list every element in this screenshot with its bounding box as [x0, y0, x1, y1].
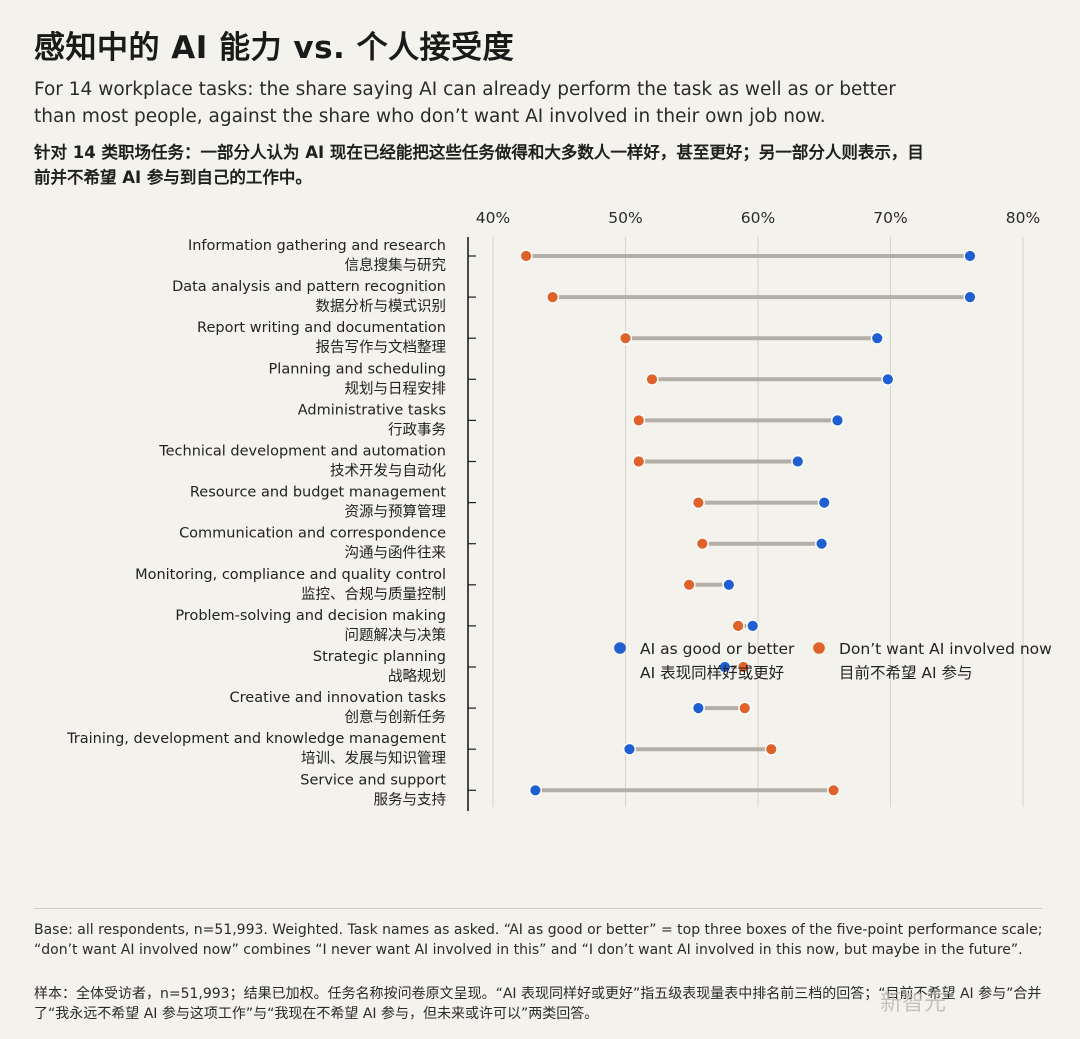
subtitle-chinese: 针对 14 类职场任务：一部分人认为 AI 现在已经能把这些任务做得和大多数人一…	[34, 143, 924, 187]
ai-as-good-dot	[718, 660, 732, 674]
dont-want-dot	[731, 619, 745, 633]
category-label-en: Service and support	[300, 772, 446, 788]
footer-divider	[34, 908, 1042, 909]
category-label-en: Problem-solving and decision making	[175, 608, 446, 624]
x-tick-label: 70%	[873, 209, 907, 227]
ai-as-good-dot	[817, 496, 831, 510]
category-label-en: Information gathering and research	[188, 238, 446, 254]
category-label-zh: 技术开发与自动化	[330, 463, 446, 480]
dont-want-dot	[619, 331, 633, 345]
legend-label-zh-ai_as_good: AI 表现同样好或更好	[640, 664, 784, 682]
dont-want-dot	[682, 578, 696, 592]
subtitle-english: For 14 workplace tasks: the share saying…	[34, 79, 896, 127]
ai-as-good-dot	[691, 701, 705, 715]
ai-as-good-dot	[791, 455, 805, 469]
legend-label-en-dont_want: Don’t want AI involved now	[839, 640, 1052, 658]
category-label-zh: 创意与创新任务	[345, 708, 447, 726]
category-label-zh: 沟通与函件往来	[345, 545, 447, 562]
category-label-en: Training, development and knowledge mana…	[66, 731, 446, 747]
category-label-en: Resource and budget management	[190, 485, 446, 501]
ai-as-good-dot	[622, 742, 636, 756]
category-label-en: Data analysis and pattern recognition	[172, 279, 446, 295]
dont-want-dot	[827, 783, 841, 797]
dont-want-dot	[632, 413, 646, 427]
category-label-en: Planning and scheduling	[269, 361, 446, 377]
category-label-en: Creative and innovation tasks	[230, 690, 447, 706]
legend-dot-dont_want	[813, 642, 825, 654]
legend-label-zh-dont_want: 目前不希望 AI 参与	[839, 664, 973, 682]
category-label-zh: 信息搜集与研究	[345, 257, 447, 274]
dont-want-dot	[519, 249, 533, 263]
x-axis-ticks: 40% 50% 60% 70% 80%	[476, 209, 1040, 227]
legend: AI as good or better AI 表现同样好或更好 Don’t wan…	[614, 640, 1052, 682]
ai-as-good-dot	[746, 619, 760, 633]
watermark-logo: 新智元	[880, 991, 947, 1016]
ai-as-good-dot	[815, 537, 829, 551]
category-label-zh: 战略规划	[388, 668, 446, 685]
category-label-zh: 监控、合规与质量控制	[301, 586, 446, 603]
dont-want-dot	[546, 290, 560, 304]
category-label-en: Communication and correspondence	[179, 526, 446, 542]
category-labels: Information gathering and research 信息搜集与研…	[66, 238, 446, 808]
category-label-en: Monitoring, compliance and quality contr…	[135, 567, 446, 583]
legend-label-en-ai_as_good: AI as good or better	[640, 640, 795, 658]
category-label-zh: 培训、发展与知识管理	[301, 750, 446, 767]
ai-as-good-dot	[881, 372, 895, 386]
ai-as-good-dot	[528, 783, 542, 797]
x-tick-label: 60%	[741, 209, 775, 227]
page-title: 感知中的 AI 能力 vs. 个人接受度	[34, 30, 515, 66]
ai-as-good-dot	[870, 331, 884, 345]
category-label-en: Strategic planning	[313, 649, 446, 665]
category-label-zh: 行政事务	[388, 421, 446, 438]
footnote-chinese: 样本：全体受访者，n=51,993；结果已加权。任务名称按问卷原文呈现。“AI …	[34, 986, 1042, 1022]
dont-want-dot	[764, 742, 778, 756]
ai-as-good-dot	[831, 413, 845, 427]
dont-want-dot	[738, 701, 752, 715]
ai-as-good-dot	[722, 578, 736, 592]
category-label-zh: 服务与支持	[374, 791, 447, 808]
category-label-zh: 问题解决与决策	[345, 627, 447, 644]
dont-want-dot	[695, 537, 709, 551]
dont-want-dot	[736, 660, 750, 674]
data-marks	[519, 249, 977, 797]
dont-want-dot	[645, 372, 659, 386]
dont-want-dot	[632, 455, 646, 469]
category-label-zh: 规划与日程安排	[345, 380, 447, 397]
footnote-english: Base: all respondents, n=51,993. Weighte…	[34, 922, 1043, 958]
x-tick-label: 40%	[476, 209, 510, 227]
ai-as-good-dot	[963, 249, 977, 263]
x-tick-label: 50%	[608, 209, 642, 227]
legend-dot-ai_as_good	[614, 642, 626, 654]
dont-want-dot	[691, 496, 705, 510]
category-label-zh: 资源与预算管理	[345, 504, 447, 521]
category-label-en: Technical development and automation	[158, 444, 446, 460]
category-label-zh: 报告写作与文档整理	[316, 339, 447, 356]
category-label-zh: 数据分析与模式识别	[316, 298, 447, 315]
dumbbell-chart: 40% 50% 60% 70% 80% Information gathering an…	[66, 209, 1052, 811]
x-tick-label: 80%	[1006, 209, 1040, 227]
category-label-en: Report writing and documentation	[197, 320, 446, 336]
category-label-en: Administrative tasks	[298, 402, 446, 418]
grid-lines	[467, 237, 1024, 811]
ai-as-good-dot	[963, 290, 977, 304]
